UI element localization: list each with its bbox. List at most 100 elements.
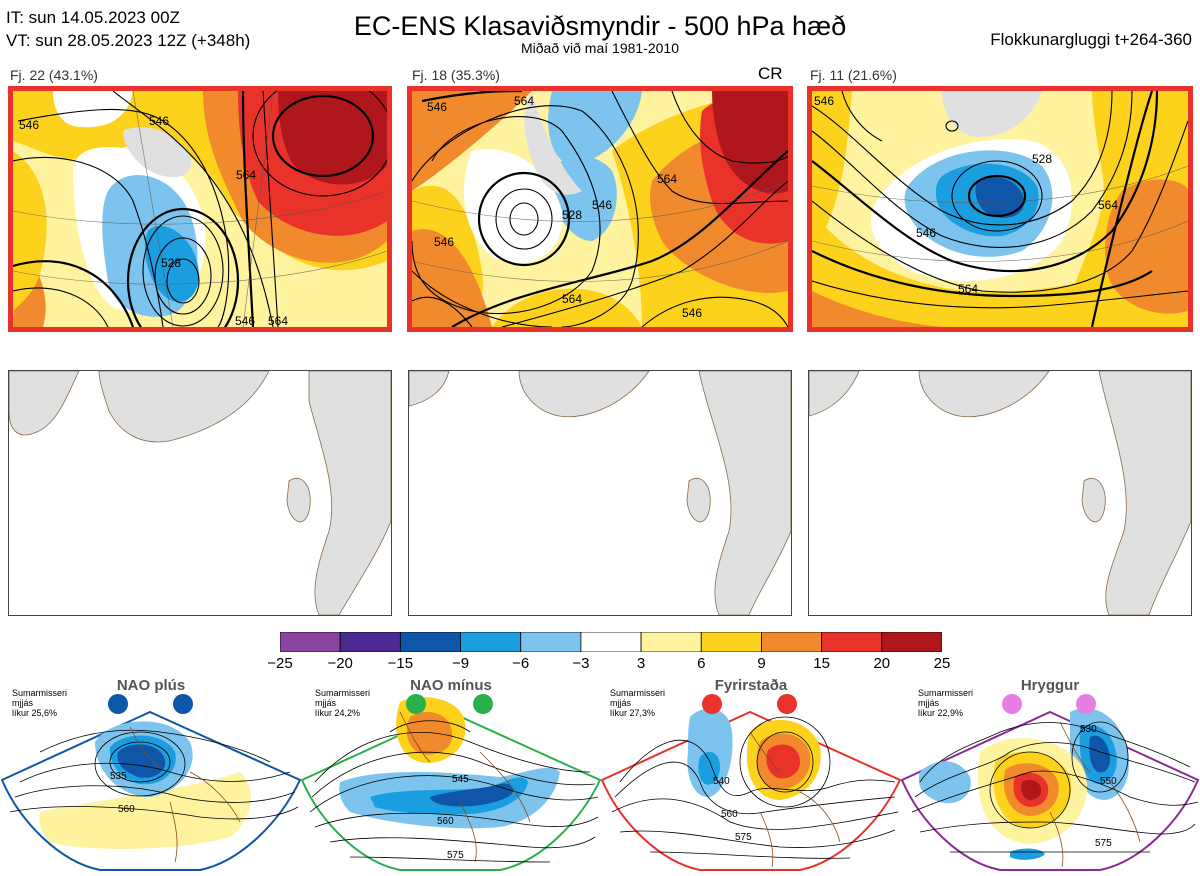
- colorbar-tick-label: −15: [387, 655, 414, 672]
- regime-note-line: mjjás: [315, 698, 337, 708]
- regime-title: NAO mínus: [410, 677, 492, 694]
- contour-label: 546: [149, 114, 169, 128]
- regime-note: Sumarmisseri mjjás líkur 27,3%: [610, 688, 665, 718]
- regime-note-line: mjjás: [918, 698, 940, 708]
- initial-time: IT: sun 14.05.2023 00Z: [6, 8, 180, 27]
- cluster-map-2: 546 564 528 546 546 564 564 546: [407, 86, 793, 332]
- colorbar-tick-label: −3: [572, 655, 590, 672]
- contour-label: 528: [562, 208, 582, 222]
- contour-label: 528: [161, 256, 181, 270]
- colorbar-tick-label: 15: [813, 655, 830, 672]
- contour-label: 564: [268, 314, 288, 327]
- colorbar-tick-label: −25: [267, 655, 293, 672]
- colorbar-swatch: [279, 631, 341, 653]
- contour-label: 564: [1098, 198, 1118, 212]
- regime-note-line: líkur 27,3%: [610, 708, 656, 718]
- regime-note: Sumarmisseri mjjás líkur 22,9%: [918, 688, 973, 718]
- classification-window: Flokkunargluggi t+264-360: [990, 30, 1192, 49]
- colorbar-swatch: [761, 631, 823, 653]
- colorbar-tick-label: −9: [451, 655, 470, 672]
- empty-map-2: [408, 370, 792, 616]
- regime-title: Fyrirstaða: [714, 677, 788, 694]
- contour-label: 575: [447, 850, 464, 861]
- header-run-info: IT: sun 14.05.2023 00Z VT: sun 28.05.202…: [6, 6, 250, 52]
- colorbar-tick-label: 3: [636, 655, 646, 672]
- regime-marker-dot: [473, 694, 493, 714]
- regime-note-line: líkur 24,2%: [315, 708, 361, 718]
- colorbar-tick-label: −20: [327, 655, 353, 672]
- regime-note-line: Sumarmisseri: [315, 688, 371, 698]
- contour-label: 550: [1100, 776, 1117, 787]
- panel-2-label: Fj. 18 (35.3%): [412, 67, 500, 83]
- colorbar-tick-label: 6: [697, 655, 706, 672]
- cluster-map-3: 546 528 546 564 564: [807, 86, 1193, 332]
- colorbar-swatch: [339, 631, 401, 653]
- empty-map-1: [8, 370, 392, 616]
- contour-label: 560: [721, 809, 738, 820]
- regime-note-line: Sumarmisseri: [610, 688, 666, 698]
- colorbar-swatch: [460, 631, 522, 653]
- page-title: EC-ENS Klasaviðsmyndir - 500 hPa hæð: [353, 11, 847, 41]
- colorbar-tick-label: −6: [512, 655, 530, 672]
- contour-label: 546: [592, 198, 612, 212]
- contour-label: 560: [437, 816, 454, 827]
- colorbar-tick-label: 20: [873, 655, 891, 672]
- colorbar-swatch: [700, 631, 762, 653]
- regime-title: Hryggur: [1020, 677, 1080, 694]
- regime-note-line: líkur 22,9%: [918, 708, 964, 718]
- regime-note-line: Sumarmisseri: [918, 688, 974, 698]
- contour-label: 564: [657, 172, 677, 186]
- regime-note-line: mjjás: [12, 698, 34, 708]
- empty-map-3: [808, 370, 1192, 616]
- contour-label: 564: [236, 168, 256, 182]
- contour-label: 564: [958, 282, 978, 296]
- contour-label: 546: [427, 100, 447, 114]
- regime-title: NAO plús: [116, 677, 186, 694]
- contour-label: 564: [514, 94, 534, 108]
- regime-marker-dot: [173, 694, 193, 714]
- panel-3-label: Fj. 11 (21.6%): [810, 67, 897, 83]
- colorbar: [279, 631, 943, 653]
- regime-note: Sumarmisseri mjjás líkur 24,2%: [315, 688, 370, 718]
- regime-nao-plus: 535 560 NAO plús Sumarmisseri mjjás líku…: [0, 672, 302, 871]
- contour-label: 528: [1032, 152, 1052, 166]
- panel-1-label: Fj. 22 (43.1%): [10, 67, 98, 83]
- panel-2-tag: CR: [758, 64, 783, 83]
- contour-label: 545: [452, 774, 469, 785]
- contour-label: 535: [110, 771, 127, 782]
- colorbar-swatch: [881, 631, 943, 653]
- regime-marker-dot: [406, 694, 426, 714]
- contour-label: 575: [1095, 838, 1112, 849]
- regime-note-line: líkur 25,6%: [12, 708, 58, 718]
- regime-note: Sumarmisseri mjjás líkur 25,6%: [12, 688, 67, 718]
- regime-note-line: mjjás: [610, 698, 632, 708]
- regime-marker-dot: [777, 694, 797, 714]
- colorbar-swatch: [821, 631, 883, 653]
- regime-note-line: Sumarmisseri: [12, 688, 68, 698]
- contour-label: 540: [713, 776, 730, 787]
- contour-label: 530: [1080, 724, 1097, 735]
- cluster-map-1: 546 546 564 528 546 564: [8, 86, 392, 332]
- contour-label: 564: [562, 292, 582, 306]
- contour-label: 546: [235, 314, 255, 327]
- colorbar-swatches: [279, 631, 943, 653]
- valid-time: VT: sun 28.05.2023 12Z (+348h): [6, 31, 251, 50]
- colorbar-swatch: [399, 631, 461, 653]
- contour-label: 546: [814, 94, 834, 108]
- colorbar-tick-label: 25: [933, 655, 951, 672]
- regime-nao-minus: 545 560 575 NAO mínus Sumarmisseri mjjás…: [300, 672, 602, 871]
- regime-marker-dot: [108, 694, 128, 714]
- regime-marker-dot: [1002, 694, 1022, 714]
- regime-blocking: 540 560 575 Fyrirstaða Sumarmisseri mjjá…: [600, 672, 902, 871]
- contour-label: 546: [916, 226, 936, 240]
- contour-label: 546: [19, 118, 39, 132]
- colorbar-swatch: [640, 631, 702, 653]
- colorbar-swatch: [520, 631, 582, 653]
- contour-label: 575: [735, 832, 752, 843]
- regime-ridge: 530 550 575 Hryggur Sumarmisseri mjjás l…: [900, 672, 1200, 871]
- regime-marker-dot: [702, 694, 722, 714]
- regime-marker-dot: [1076, 694, 1096, 714]
- page-subtitle: Miðað við maí 1981-2010: [521, 40, 679, 56]
- colorbar-swatch: [580, 631, 642, 653]
- colorbar-tick-label: 9: [757, 655, 766, 672]
